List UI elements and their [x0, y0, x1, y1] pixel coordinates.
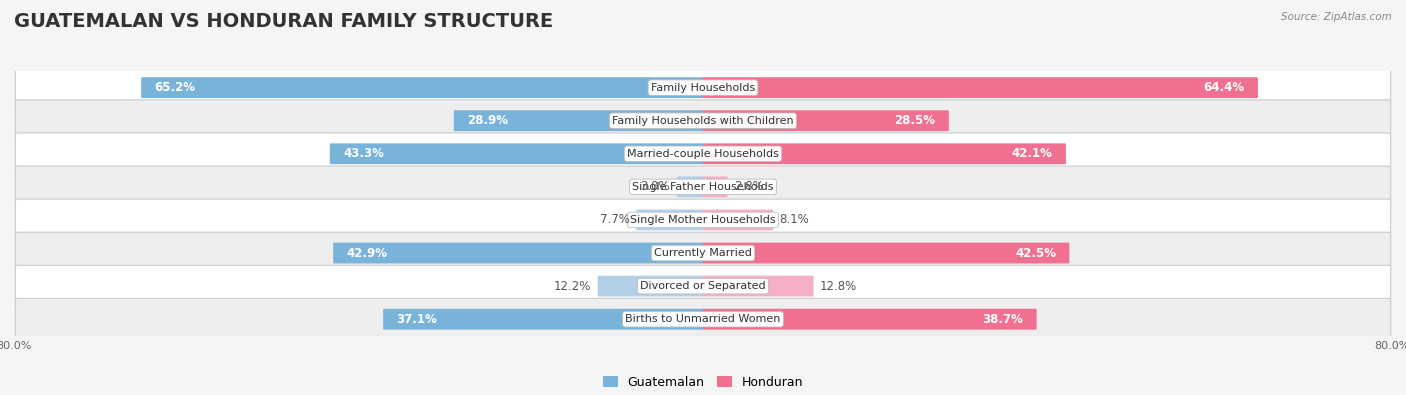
- FancyBboxPatch shape: [141, 77, 703, 98]
- FancyBboxPatch shape: [15, 100, 1391, 141]
- FancyBboxPatch shape: [15, 133, 1391, 175]
- FancyBboxPatch shape: [703, 243, 1070, 263]
- Text: Source: ZipAtlas.com: Source: ZipAtlas.com: [1281, 12, 1392, 22]
- Text: 64.4%: 64.4%: [1204, 81, 1244, 94]
- Text: 37.1%: 37.1%: [396, 313, 437, 326]
- FancyBboxPatch shape: [15, 232, 1391, 274]
- FancyBboxPatch shape: [15, 265, 1391, 307]
- Text: 42.5%: 42.5%: [1015, 246, 1056, 260]
- Text: 42.1%: 42.1%: [1012, 147, 1053, 160]
- FancyBboxPatch shape: [15, 199, 1391, 241]
- FancyBboxPatch shape: [703, 77, 1258, 98]
- Text: Currently Married: Currently Married: [654, 248, 752, 258]
- Text: Divorced or Separated: Divorced or Separated: [640, 281, 766, 291]
- FancyBboxPatch shape: [15, 166, 1391, 208]
- FancyBboxPatch shape: [703, 209, 773, 230]
- Text: Single Mother Households: Single Mother Households: [630, 215, 776, 225]
- Text: GUATEMALAN VS HONDURAN FAMILY STRUCTURE: GUATEMALAN VS HONDURAN FAMILY STRUCTURE: [14, 12, 554, 31]
- FancyBboxPatch shape: [15, 298, 1391, 340]
- Text: 2.8%: 2.8%: [734, 181, 763, 194]
- Text: 42.9%: 42.9%: [346, 246, 388, 260]
- Text: Births to Unmarried Women: Births to Unmarried Women: [626, 314, 780, 324]
- Text: 38.7%: 38.7%: [983, 313, 1024, 326]
- FancyBboxPatch shape: [333, 243, 703, 263]
- Text: 3.0%: 3.0%: [641, 181, 671, 194]
- FancyBboxPatch shape: [676, 177, 703, 198]
- Text: Family Households: Family Households: [651, 83, 755, 93]
- Text: Married-couple Households: Married-couple Households: [627, 149, 779, 159]
- Text: 12.2%: 12.2%: [554, 280, 591, 293]
- Text: 12.8%: 12.8%: [820, 280, 858, 293]
- Text: Single Father Households: Single Father Households: [633, 182, 773, 192]
- Text: Family Households with Children: Family Households with Children: [612, 116, 794, 126]
- Text: 28.9%: 28.9%: [467, 114, 508, 127]
- FancyBboxPatch shape: [384, 309, 703, 330]
- FancyBboxPatch shape: [330, 143, 703, 164]
- FancyBboxPatch shape: [637, 209, 703, 230]
- FancyBboxPatch shape: [15, 67, 1391, 109]
- FancyBboxPatch shape: [598, 276, 703, 297]
- FancyBboxPatch shape: [703, 309, 1036, 330]
- FancyBboxPatch shape: [454, 110, 703, 131]
- Legend: Guatemalan, Honduran: Guatemalan, Honduran: [598, 371, 808, 394]
- FancyBboxPatch shape: [703, 276, 814, 297]
- Text: 8.1%: 8.1%: [780, 213, 810, 226]
- FancyBboxPatch shape: [703, 143, 1066, 164]
- Text: 7.7%: 7.7%: [600, 213, 630, 226]
- Text: 28.5%: 28.5%: [894, 114, 935, 127]
- FancyBboxPatch shape: [703, 110, 949, 131]
- Text: 43.3%: 43.3%: [343, 147, 384, 160]
- Text: 65.2%: 65.2%: [155, 81, 195, 94]
- FancyBboxPatch shape: [703, 177, 727, 198]
